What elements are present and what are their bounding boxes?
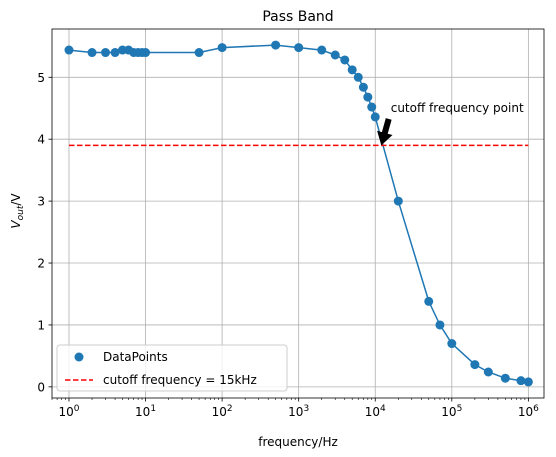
data-point xyxy=(353,72,363,82)
y-axis-title-suffix: /V xyxy=(9,193,23,206)
y-tick-label: 3 xyxy=(37,195,45,209)
data-point xyxy=(500,373,510,383)
y-axis-title-sub: out xyxy=(16,205,26,220)
data-point xyxy=(523,377,533,387)
data-point xyxy=(363,92,373,102)
y-axis-title: Vout/V xyxy=(9,193,26,229)
data-point xyxy=(217,43,227,53)
annotation-text: cutoff frequency point xyxy=(391,101,524,115)
y-axis-ticks: 0 1 2 3 4 5 xyxy=(37,71,52,394)
x-tick-base: 10 xyxy=(441,405,456,419)
plot-frame xyxy=(51,28,545,399)
y-tick-label: 0 xyxy=(37,380,45,394)
data-point xyxy=(470,360,480,370)
legend-label-datapoints: DataPoints xyxy=(103,350,168,364)
chart-title: Pass Band xyxy=(262,9,333,25)
x-axis-title: frequency/Hz xyxy=(258,435,338,449)
x-tick-exponent: 5 xyxy=(457,404,463,414)
legend-marker-datapoints xyxy=(74,352,84,362)
annotation: cutoff frequency point xyxy=(377,101,524,146)
data-point xyxy=(110,48,120,58)
x-tick-exponent: 1 xyxy=(150,404,156,414)
x-axis-ticks: 100 101 102 103 104 105 106 xyxy=(51,398,539,419)
data-point xyxy=(194,48,204,58)
x-tick-exponent: 3 xyxy=(303,404,309,414)
y-tick-label: 4 xyxy=(37,133,45,147)
data-point xyxy=(271,40,281,50)
x-tick-exponent: 0 xyxy=(74,404,80,414)
y-tick-label: 1 xyxy=(37,318,45,332)
x-tick-label: 104 xyxy=(365,404,386,419)
x-tick-exponent: 4 xyxy=(380,404,386,414)
data-point xyxy=(294,43,304,53)
x-tick-base: 10 xyxy=(212,405,227,419)
x-tick-base: 10 xyxy=(518,405,533,419)
legend-label-cutoff: cutoff frequency = 15kHz xyxy=(103,373,257,387)
annotation-arrow xyxy=(377,118,393,146)
x-tick-label: 103 xyxy=(288,404,309,419)
data-point xyxy=(358,82,368,92)
x-tick-label: 105 xyxy=(441,404,462,419)
x-tick-label: 102 xyxy=(212,404,233,419)
data-point xyxy=(393,196,403,206)
series xyxy=(64,40,533,387)
data-point xyxy=(483,367,493,377)
x-tick-exponent: 6 xyxy=(533,404,539,414)
data-point xyxy=(367,102,377,112)
x-tick-label: 106 xyxy=(518,404,539,419)
data-point xyxy=(330,50,340,60)
legend: DataPoints cutoff frequency = 15kHz xyxy=(56,344,288,392)
x-tick-exponent: 2 xyxy=(227,404,233,414)
x-tick-label: 100 xyxy=(58,404,79,419)
y-axis-title-main: V xyxy=(9,220,23,229)
x-tick-base: 10 xyxy=(365,405,380,419)
y-tick-label: 5 xyxy=(37,71,45,85)
x-tick-base: 10 xyxy=(288,405,303,419)
data-point xyxy=(424,296,434,306)
data-point xyxy=(516,376,526,386)
data-point xyxy=(101,48,111,58)
data-point xyxy=(347,65,357,75)
legend-box xyxy=(56,344,288,392)
data-point xyxy=(370,112,380,122)
data-point xyxy=(64,45,74,55)
data-point xyxy=(340,55,350,65)
data-point xyxy=(447,339,457,349)
data-point xyxy=(317,45,327,55)
data-point xyxy=(141,48,151,58)
y-tick-label: 2 xyxy=(37,257,45,271)
x-tick-base: 10 xyxy=(135,405,150,419)
x-tick-base: 10 xyxy=(58,405,73,419)
data-point xyxy=(435,320,445,330)
data-point xyxy=(87,48,97,58)
x-tick-label: 101 xyxy=(135,404,156,419)
